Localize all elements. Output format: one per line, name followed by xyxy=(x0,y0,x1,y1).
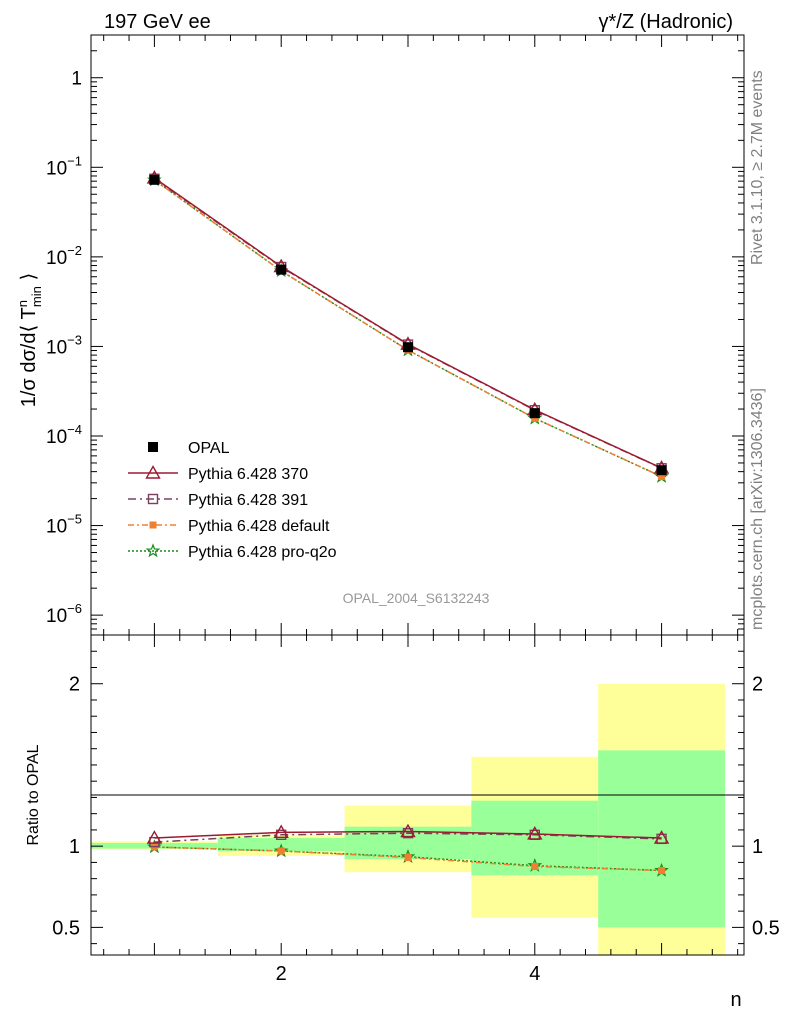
legend-label-pdefault: Pythia 6.428 default xyxy=(188,518,330,535)
legend: OPAL Pythia 6.428 370 Pythia 6.428 391 Pyth… xyxy=(128,440,337,561)
x-axis-label: n xyxy=(730,989,741,1011)
ratio-y-tick-label: 0.5 xyxy=(52,917,80,939)
legend-marker-p370 xyxy=(145,465,161,479)
main-panel: 1 10−1 10−2 10−3 10−4 10−5 10−6 1/σ dσ/d⟨ Tnmi… xyxy=(15,34,745,636)
data-point-pdefault xyxy=(531,414,539,422)
legend-marker-pdefault xyxy=(149,521,157,529)
main-y-axis-label: 1/σ dσ/d⟨ Tnmin ⟩ xyxy=(15,273,44,408)
ratio-point-pdefault xyxy=(404,854,412,862)
x-tick-label: 4 xyxy=(529,963,540,985)
ratio-y-tick-label-right: 2 xyxy=(752,674,763,696)
legend-label-opal: OPAL xyxy=(188,440,230,457)
main-y-tick-label: 10−4 xyxy=(46,422,82,448)
main-y-tick-label: 10−5 xyxy=(46,512,82,538)
ratio-y-tick-label: 2 xyxy=(69,674,80,696)
data-point-opal xyxy=(402,342,413,353)
ratio-point-p370 xyxy=(653,830,670,844)
ratio-line-p391 xyxy=(154,832,662,843)
process-label: γ*/Z (Hadronic) xyxy=(599,11,733,33)
main-y-tick-label: 10−6 xyxy=(46,601,82,627)
legend-label-pq2o: Pythia 6.428 pro-q2o xyxy=(188,544,337,561)
ratio-point-pdefault xyxy=(658,867,666,875)
ratio-panel: 0.5 0.5 1 1 2 2 2 4 Ratio to OPAL n xyxy=(25,634,780,1011)
ratio-point-p370 xyxy=(273,824,289,839)
ratio-point-p370 xyxy=(400,823,416,838)
main-y-tick-label: 10−2 xyxy=(46,243,82,269)
ratio-point-pdefault xyxy=(277,847,285,855)
main-y-tick-label: 1 xyxy=(71,69,82,90)
legend-marker-opal xyxy=(148,442,158,452)
data-point-opal xyxy=(656,465,667,476)
ratio-point-pdefault xyxy=(531,862,539,870)
legend-marker-pq2o xyxy=(145,543,161,558)
data-point-pdefault xyxy=(658,473,666,481)
analysis-id-label: OPAL_2004_S6132243 xyxy=(343,590,490,606)
legend-label-p391: Pythia 6.428 391 xyxy=(188,492,308,509)
ratio-frame xyxy=(90,634,745,956)
rivet-label: Rivet 3.1.10, ≥ 2.7M events xyxy=(749,70,766,265)
energy-label: 197 GeV ee xyxy=(104,11,211,33)
data-point-opal xyxy=(529,408,540,419)
legend-label-p370: Pythia 6.428 370 xyxy=(188,466,308,483)
x-tick-label: 2 xyxy=(276,963,287,985)
ratio-y-tick-label-right: 1 xyxy=(752,836,763,858)
ratio-line-p370 xyxy=(154,830,662,839)
ratio-y-axis-label: Ratio to OPAL xyxy=(25,744,42,845)
main-y-tick-label: 10−3 xyxy=(46,332,82,358)
ratio-point-p370 xyxy=(146,830,163,844)
data-point-opal xyxy=(149,174,160,185)
legend-marker-p391 xyxy=(147,493,159,505)
ratio-point-p370 xyxy=(527,826,543,840)
data-point-opal xyxy=(276,264,287,275)
main-y-tick-label: 10−1 xyxy=(46,153,82,179)
ratio-y-tick-label: 1 xyxy=(69,836,80,858)
mcplots-label: mcplots.cern.ch [arXiv:1306.3436] xyxy=(749,388,766,630)
ratio-y-tick-label-right: 0.5 xyxy=(752,917,780,939)
